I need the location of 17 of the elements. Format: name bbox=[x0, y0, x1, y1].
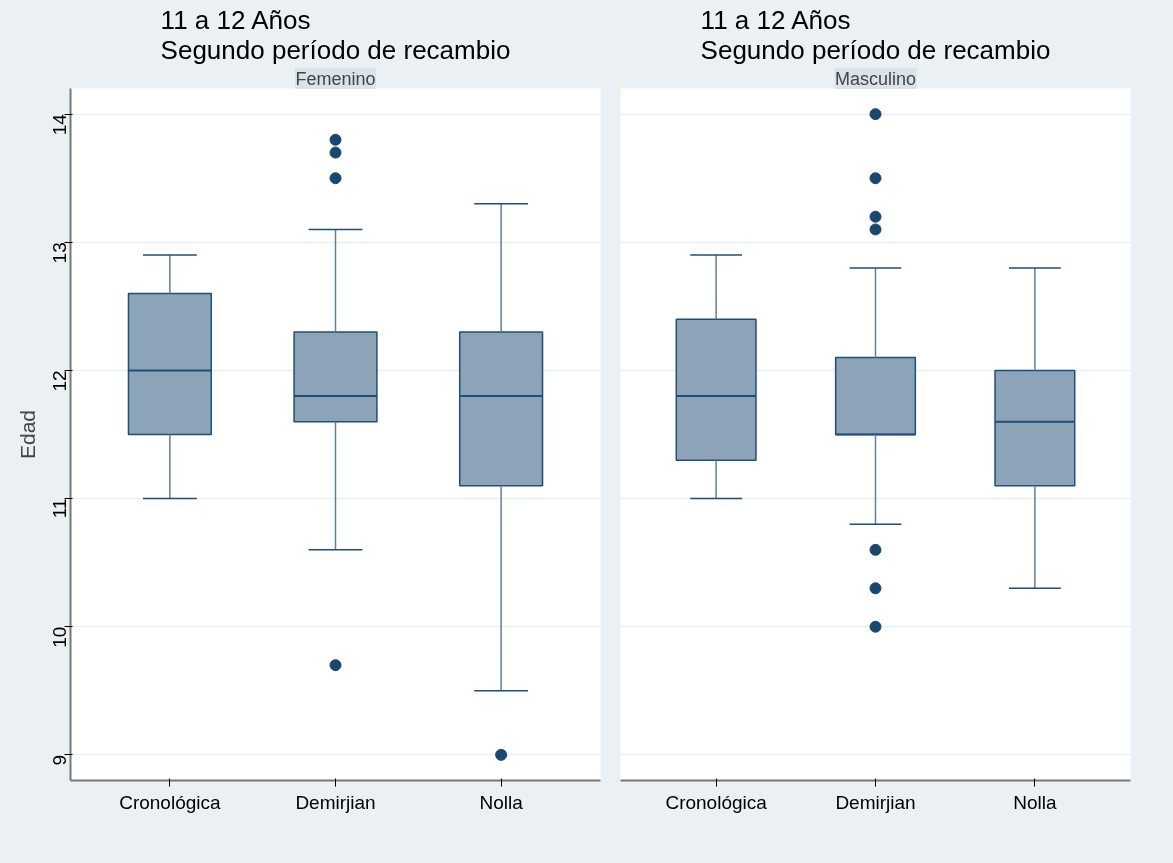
chart-title: 11 a 12 Años Segundo período de recambio bbox=[160, 4, 511, 65]
y-tick-label: 14 bbox=[49, 113, 70, 136]
chart-subtitle: Masculino bbox=[834, 68, 917, 89]
chart-subtitle: Femenino bbox=[295, 68, 376, 89]
y-axis-title: Edad bbox=[15, 409, 39, 460]
y-tick-label: 9 bbox=[49, 754, 70, 766]
x-tick-label: Demirjian bbox=[295, 791, 376, 813]
x-tick-label: Demirjian bbox=[835, 791, 916, 813]
y-tick-label: 11 bbox=[49, 498, 70, 519]
y-tick-label: 12 bbox=[49, 370, 70, 392]
y-tick-label: 13 bbox=[49, 242, 70, 264]
y-tick-label: 10 bbox=[49, 626, 70, 648]
x-tick-label: Cronológica bbox=[119, 791, 221, 813]
x-tick-label: Nolla bbox=[1013, 791, 1057, 813]
chart-title: 11 a 12 Años Segundo período de recambio bbox=[700, 4, 1051, 65]
x-tick-label: Nolla bbox=[479, 791, 524, 813]
x-tick-label: Cronológica bbox=[665, 791, 768, 813]
